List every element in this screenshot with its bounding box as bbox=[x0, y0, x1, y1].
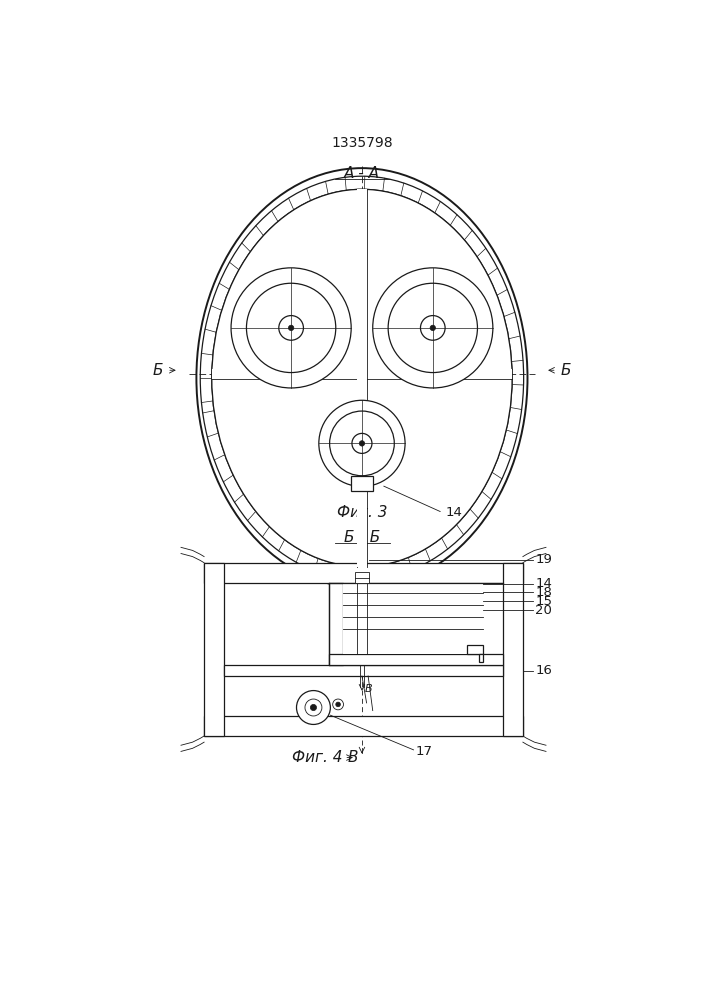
Text: 17: 17 bbox=[416, 745, 433, 758]
Text: В: В bbox=[348, 750, 358, 765]
Bar bbox=[204, 563, 224, 736]
Bar bbox=[212, 369, 512, 379]
Bar bbox=[467, 645, 483, 654]
Ellipse shape bbox=[212, 189, 512, 567]
Circle shape bbox=[421, 316, 445, 340]
Circle shape bbox=[288, 325, 294, 331]
Text: А - А: А - А bbox=[344, 166, 380, 181]
Bar bbox=[204, 716, 523, 736]
Text: 16: 16 bbox=[535, 664, 552, 677]
Text: 14: 14 bbox=[535, 577, 552, 590]
Bar bbox=[204, 563, 523, 583]
Circle shape bbox=[310, 704, 317, 711]
Bar bbox=[503, 563, 523, 736]
Circle shape bbox=[388, 283, 477, 373]
Circle shape bbox=[373, 268, 493, 388]
Text: Б: Б bbox=[561, 363, 571, 378]
Circle shape bbox=[352, 433, 372, 453]
Circle shape bbox=[296, 691, 330, 724]
Bar bbox=[503, 563, 523, 736]
Bar bbox=[355, 572, 369, 583]
Circle shape bbox=[231, 268, 351, 388]
Bar bbox=[329, 654, 503, 665]
Bar bbox=[467, 645, 483, 654]
Bar bbox=[204, 563, 523, 583]
Text: Фиг. 3: Фиг. 3 bbox=[337, 505, 387, 520]
Bar bbox=[204, 563, 224, 736]
Text: 18: 18 bbox=[535, 586, 552, 599]
Circle shape bbox=[247, 283, 336, 373]
Bar bbox=[479, 654, 483, 662]
Text: 20: 20 bbox=[535, 604, 552, 617]
Circle shape bbox=[305, 699, 322, 716]
Circle shape bbox=[430, 325, 436, 331]
Text: 15: 15 bbox=[535, 595, 552, 608]
Ellipse shape bbox=[200, 176, 524, 580]
Bar bbox=[329, 583, 343, 665]
Ellipse shape bbox=[197, 168, 527, 588]
Text: В: В bbox=[365, 684, 373, 694]
Bar bbox=[224, 665, 503, 676]
Text: Б - Б: Б - Б bbox=[344, 530, 380, 545]
Circle shape bbox=[333, 699, 344, 710]
Bar bbox=[224, 665, 503, 676]
Circle shape bbox=[279, 316, 303, 340]
Bar bbox=[329, 654, 503, 665]
Bar bbox=[329, 583, 343, 665]
Bar bbox=[355, 572, 369, 583]
Ellipse shape bbox=[212, 189, 512, 567]
Text: Б: Б bbox=[153, 363, 163, 378]
Text: Фиг. 4: Фиг. 4 bbox=[292, 750, 343, 765]
Text: 1335798: 1335798 bbox=[331, 136, 393, 150]
Bar bbox=[204, 716, 523, 736]
Circle shape bbox=[319, 400, 405, 487]
Bar bbox=[351, 476, 373, 491]
Circle shape bbox=[336, 702, 340, 707]
Bar bbox=[479, 654, 483, 662]
Circle shape bbox=[359, 441, 365, 446]
Circle shape bbox=[329, 411, 395, 476]
Bar bbox=[351, 476, 373, 491]
Bar bbox=[343, 583, 483, 654]
Text: 19: 19 bbox=[535, 553, 552, 566]
Text: 14: 14 bbox=[445, 506, 462, 519]
Bar bbox=[356, 189, 368, 567]
